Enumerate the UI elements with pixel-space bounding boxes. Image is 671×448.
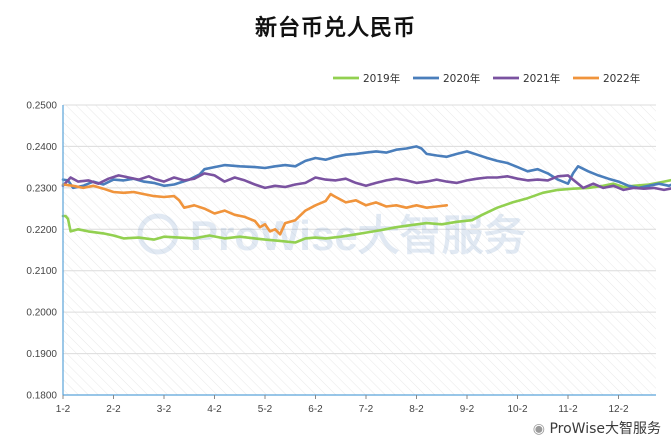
y-tick-label: 0.2300: [26, 183, 57, 194]
y-tick-label: 0.2500: [26, 101, 57, 112]
x-tick-label: 8-2: [409, 404, 424, 415]
x-tick-label: 2-2: [106, 404, 121, 415]
x-tick-label: 4-2: [207, 404, 222, 415]
series-line-2021: [61, 172, 671, 192]
legend-label-2022: 2022年: [603, 72, 640, 85]
y-tick-label: 0.2000: [26, 308, 57, 319]
x-tick-label: 12-2: [608, 404, 628, 415]
x-tick-label: 7-2: [359, 404, 374, 415]
footer-brand: ◉ ProWise大智服务: [533, 418, 661, 438]
legend-label-2020: 2020年: [443, 72, 480, 85]
watermark-logo: ProWise大智服务: [137, 212, 526, 259]
y-tick-label: 0.2200: [26, 225, 57, 236]
y-tick-label: 0.1900: [26, 349, 57, 360]
x-tick-label: 6-2: [308, 404, 323, 415]
series-line-2020: [61, 145, 671, 190]
legend-label-2019: 2019年: [363, 72, 400, 85]
watermark-logo-icon: [137, 213, 179, 255]
x-tick-label: 3-2: [157, 404, 172, 415]
wechat-icon: ◉: [532, 421, 545, 437]
x-tick-label: 5-2: [258, 404, 273, 415]
x-tick-label: 1-2: [56, 404, 71, 415]
y-tick-label: 0.2100: [26, 266, 57, 277]
x-tick-label: 11-2: [558, 404, 578, 415]
x-tick-label: 10-2: [507, 404, 527, 415]
series-line-2022: [61, 183, 449, 236]
chart-title: 新台币兑人民币: [254, 15, 416, 41]
footer-text: ProWise大智服务: [549, 421, 661, 437]
y-tick-label: 0.2400: [26, 142, 57, 153]
x-tick-label: 9-2: [460, 404, 475, 415]
y-tick-label: 0.1800: [26, 391, 57, 402]
legend-label-2021: 2021年: [523, 72, 560, 85]
